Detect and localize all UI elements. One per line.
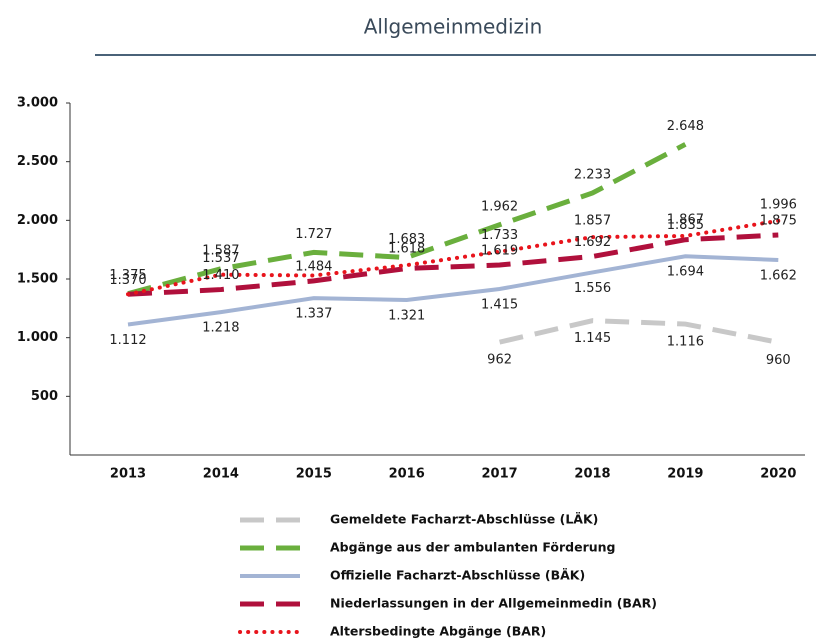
data-label: 1.962 [481, 199, 518, 214]
data-label: 2.648 [667, 119, 704, 134]
data-label: 1.116 [667, 335, 704, 350]
data-label: 1.875 [760, 214, 797, 229]
x-tick-label: 2014 [203, 467, 239, 482]
data-label: 1.415 [481, 297, 518, 312]
data-label: 1.867 [667, 212, 704, 227]
x-tick-label: 2017 [482, 467, 518, 482]
data-label: 1.619 [481, 244, 518, 259]
data-label: 1.835 [667, 218, 704, 233]
legend-label: Altersbedingte Abgänge (BAR) [330, 624, 546, 639]
chart-title: Allgemeinmedizin [364, 15, 543, 39]
data-label: 1.662 [760, 268, 797, 283]
x-tick-label: 2013 [110, 467, 146, 482]
legend-label: Gemeldete Facharzt-Abschlüsse (LÄK) [330, 512, 598, 527]
data-label: 1.683 [388, 232, 425, 247]
data-label: 1.556 [574, 281, 611, 296]
data-label: 960 [766, 353, 791, 368]
x-tick-label: 2016 [389, 467, 425, 482]
y-tick-label: 2.000 [17, 213, 58, 228]
data-label: 1.484 [295, 259, 332, 274]
data-label: 1.537 [202, 251, 239, 266]
data-label: 1.618 [388, 242, 425, 257]
series-line [127, 142, 687, 297]
data-label: 1.857 [574, 214, 611, 229]
data-label: 1.375 [109, 268, 146, 283]
series-line [127, 232, 779, 297]
data-label: 1.337 [295, 307, 332, 322]
data-label: 1.321 [388, 309, 425, 324]
legend-label: Abgänge aus der ambulanten Förderung [330, 540, 616, 555]
data-label: 1.218 [202, 321, 239, 336]
data-label: 1.996 [760, 197, 797, 212]
data-label: 2.233 [574, 167, 611, 182]
x-tick-label: 2019 [667, 467, 703, 482]
data-label: 1.692 [574, 235, 611, 250]
x-tick-label: 2018 [574, 467, 610, 482]
legend-label: Offizielle Facharzt-Abschlüsse (BÄK) [330, 568, 585, 583]
data-label: 1.694 [667, 265, 704, 280]
data-label: 1.587 [202, 243, 239, 258]
y-tick-label: 1.500 [17, 272, 58, 287]
y-tick-label: 2.500 [17, 154, 58, 169]
y-tick-label: 3.000 [17, 96, 58, 111]
data-label: 1.727 [295, 227, 332, 242]
data-label: 1.370 [109, 273, 146, 288]
data-label: 1.410 [202, 268, 239, 283]
y-tick-label: 1.000 [17, 330, 58, 345]
legend-label: Niederlassungen in der Allgemeinmedin (B… [330, 596, 657, 611]
data-label: 1.733 [481, 228, 518, 243]
data-label: 1.145 [574, 331, 611, 346]
data-label: 962 [487, 353, 512, 368]
series-line [499, 318, 779, 345]
y-tick-label: 500 [31, 389, 58, 404]
x-tick-label: 2020 [760, 467, 796, 482]
x-tick-label: 2015 [296, 467, 332, 482]
data-label: 1.112 [109, 333, 146, 348]
series-line [127, 254, 779, 327]
